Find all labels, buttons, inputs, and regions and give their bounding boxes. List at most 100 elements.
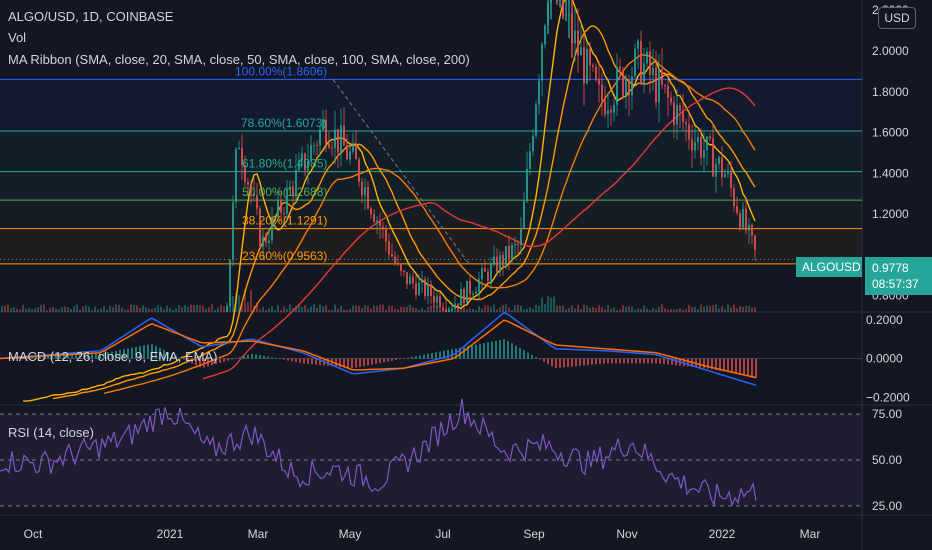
volume-label: Vol — [8, 30, 27, 45]
volume-bar — [82, 306, 84, 312]
volume-bar — [304, 305, 306, 312]
macd-histogram-bar — [319, 358, 321, 365]
volume-bar — [625, 306, 627, 312]
fib-level-label: 100.00%(1.8606) — [235, 64, 327, 78]
macd-histogram-bar — [215, 358, 217, 365]
candle-body — [373, 213, 375, 223]
candle-body — [583, 47, 585, 84]
candle-body — [496, 256, 498, 273]
candle-body — [601, 84, 603, 102]
volume-bar — [502, 304, 504, 312]
volume-bar — [730, 307, 732, 312]
volume-bar — [508, 307, 510, 312]
macd-histogram-bar — [335, 358, 337, 367]
candle-body — [376, 220, 378, 223]
macd-histogram-bar — [603, 358, 605, 364]
macd-histogram-bar — [371, 358, 373, 365]
macd-histogram-bar — [731, 358, 733, 374]
volume-bar — [148, 308, 150, 312]
volume-bar — [415, 308, 417, 312]
volume-bar — [160, 306, 162, 312]
volume-bar — [61, 307, 63, 312]
volume-bar — [163, 309, 165, 312]
volume-bar — [547, 295, 549, 312]
time-tick-label: Sep — [523, 527, 545, 541]
volume-bar — [733, 304, 735, 312]
candle-body — [535, 104, 537, 136]
volume-bar — [211, 304, 213, 312]
macd-histogram-bar — [103, 353, 105, 359]
price-tick-label: 1.2000 — [872, 207, 909, 221]
candle-body — [526, 168, 528, 202]
candle-body — [541, 44, 543, 81]
candle-body — [739, 213, 741, 228]
macd-histogram-bar — [271, 357, 273, 359]
currency-button[interactable]: USD — [878, 7, 916, 29]
candle-body — [682, 110, 684, 123]
macd-histogram-bar — [611, 358, 613, 364]
volume-bars — [1, 289, 756, 312]
volume-bar — [655, 309, 657, 312]
candle-body — [226, 306, 228, 312]
volume-bar — [193, 305, 195, 312]
volume-bar — [466, 309, 468, 312]
volume-bar — [277, 304, 279, 312]
macd-histogram-bar — [47, 356, 49, 359]
macd-histogram-bar — [719, 358, 721, 371]
volume-bar — [112, 307, 114, 312]
volume-bar — [550, 297, 552, 312]
macd-histogram-bar — [407, 357, 409, 359]
volume-bar — [274, 310, 276, 312]
macd-histogram-bar — [527, 352, 529, 359]
candle-body — [634, 48, 636, 77]
volume-bar — [586, 305, 588, 312]
candle-body — [598, 79, 600, 85]
volume-bar — [76, 304, 78, 312]
macd-histogram-bar — [163, 350, 165, 359]
volume-bar — [208, 307, 210, 312]
macd-histogram-bar — [399, 358, 401, 360]
time-tick-label: Jul — [435, 527, 450, 541]
macd-histogram-bar — [191, 358, 193, 364]
candle-body — [679, 105, 681, 111]
volume-bar — [262, 307, 264, 312]
volume-bar — [691, 307, 693, 312]
volume-bar — [271, 306, 273, 312]
macd-histogram-bar — [439, 351, 441, 359]
volume-bar — [124, 309, 126, 312]
macd-histogram-bar — [723, 358, 725, 372]
candle-body — [718, 157, 720, 164]
macd-histogram-bar — [639, 358, 641, 364]
candle-body — [706, 136, 708, 150]
candle-body — [241, 147, 243, 166]
macd-histogram-bar — [211, 358, 213, 366]
volume-bar — [493, 304, 495, 312]
volume-bar — [88, 306, 90, 312]
candle-body — [661, 69, 663, 85]
candle-body — [322, 119, 324, 130]
macd-histogram-bar — [59, 355, 61, 359]
volume-bar — [532, 308, 534, 312]
candle-body — [685, 122, 687, 125]
macd-histogram-bar — [635, 358, 637, 364]
volume-bar — [283, 306, 285, 312]
macd-histogram-bar — [35, 356, 37, 359]
candle-body — [517, 243, 519, 245]
candle-body — [643, 63, 645, 84]
candle-body — [631, 76, 633, 96]
candle-body — [604, 101, 606, 115]
macd-histogram-bar — [619, 358, 621, 364]
candle-body — [490, 264, 492, 281]
macd-histogram-bar — [247, 354, 249, 359]
volume-bar — [394, 308, 396, 312]
candle-body — [346, 145, 348, 160]
macd-histogram-bar — [583, 358, 585, 366]
candle-body — [409, 276, 411, 285]
macd-histogram-bar — [459, 347, 461, 359]
macd-histogram-bar — [139, 346, 141, 359]
macd-tick-label: 0.2000 — [866, 313, 903, 327]
volume-bar — [376, 305, 378, 312]
candle-body — [364, 187, 366, 196]
macd-histogram-bar — [743, 358, 745, 376]
